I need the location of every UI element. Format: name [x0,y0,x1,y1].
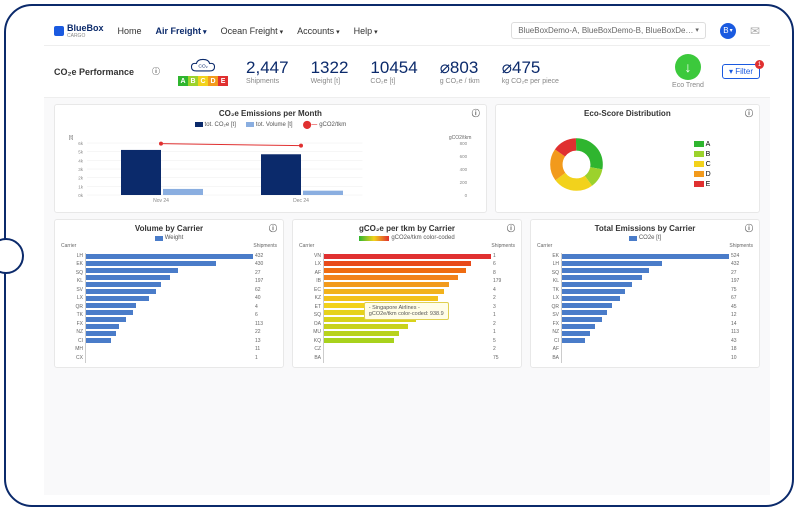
grade-E: E [218,76,228,86]
info-icon[interactable]: ⓘ [745,108,753,119]
grade-A: A [178,76,188,86]
kpi: 2,447Shipments [246,58,289,85]
info-icon[interactable]: ⓘ [507,223,515,234]
card-title: gCO₂e per tkm by Carrier [359,224,455,233]
svg-text:6k: 6k [78,141,84,146]
card-title: Volume by Carrier [135,224,203,233]
kpi-row: CO₂e Performance ⓘ CO₂ ABCDE 2,447Shipme… [44,46,770,98]
grade-B: B [188,76,198,86]
svg-text:[t]: [t] [69,135,74,141]
kpi: 10454CO₂e [t] [370,58,417,85]
volume-chart: CarrierShipmentsLHEKSQKLSVLXQRTKFXNZCIMH… [61,243,277,363]
app-screen: BlueBox CARGO Home Air Freight▾ Ocean Frei… [44,16,770,495]
cloud-icon: CO₂ [189,57,217,75]
volume-by-carrier-card: Volume by Carrierⓘ Weight CarrierShipmen… [54,219,284,368]
svg-text:Nov 24: Nov 24 [153,198,169,203]
svg-text:CO₂: CO₂ [198,64,207,70]
kpi: ⌀475kg CO₂e per piece [502,58,559,85]
brand-logo[interactable]: BlueBox CARGO [54,23,104,39]
filter-badge: 1 [755,60,764,69]
eco-score-card: Eco-Score Distribution ⓘ ABCDE [495,104,760,213]
eco-legend: ABCDE [694,141,711,188]
svg-text:400: 400 [460,167,468,172]
svg-text:4k: 4k [78,158,84,163]
total-chart: CarrierShipmentsEKLHSQKLTKLXQRSVFXNZCIAF… [537,243,753,363]
envelope-icon[interactable]: ✉ [750,24,760,38]
nav-ocean-freight[interactable]: Ocean Freight▾ [221,26,284,36]
grade-strip: ABCDE [178,76,228,86]
svg-text:1k: 1k [78,184,84,189]
grade-D: D [208,76,218,86]
eco-badge: CO₂ ABCDE [178,57,228,86]
info-icon[interactable]: ⓘ [745,223,753,234]
page-title: CO₂e Performance [54,67,134,77]
tooltip: - Singapore Airlines -gCO2e/tkm color-co… [364,302,449,320]
info-icon[interactable]: ⓘ [152,66,160,77]
svg-text:5k: 5k [78,150,84,155]
brand-name: BlueBox [67,23,104,33]
account-selector[interactable]: BlueBoxDemo-A, BlueBoxDemo-B, BlueBoxDe…… [511,22,706,39]
nav-accounts[interactable]: Accounts▾ [297,26,340,36]
avatar[interactable]: B▾ [720,23,736,39]
eco-donut-chart [544,132,609,197]
filter-button[interactable]: ▾ Filter 1 [722,64,760,79]
card-title: Total Emissions by Carrier [595,224,696,233]
total-emissions-card: Total Emissions by Carrierⓘ CO2e [t] Car… [530,219,760,368]
svg-text:200: 200 [460,180,468,185]
dashboard-body: CO₂e Emissions per Month ⓘ tot. CO₂e [t]t… [44,98,770,374]
gco2-per-tkm-card: gCO₂e per tkm by Carrierⓘ gCO2e/tkm colo… [292,219,522,368]
nav-air-freight[interactable]: Air Freight▾ [156,26,207,36]
kpi: 1322Weight [t] [311,58,349,85]
emissions-per-month-card: CO₂e Emissions per Month ⓘ tot. CO₂e [t]t… [54,104,487,213]
svg-text:2k: 2k [78,176,84,181]
nav-help[interactable]: Help▾ [354,26,378,36]
info-icon[interactable]: ⓘ [472,108,480,119]
svg-text:Dec 24: Dec 24 [293,198,309,203]
svg-text:3k: 3k [78,167,84,172]
topbar: BlueBox CARGO Home Air Freight▾ Ocean Frei… [44,16,770,46]
gco2-chart: CarrierShipmentsVNLXAFIBECKZETSQOAMUKQCZ… [299,243,515,363]
account-selector-text: BlueBoxDemo-A, BlueBoxDemo-B, BlueBoxDe… [518,26,693,35]
svg-text:800: 800 [460,141,468,146]
info-icon[interactable]: ⓘ [269,223,277,234]
tablet-home-button[interactable] [0,238,24,274]
card-title: CO₂e Emissions per Month [219,109,322,118]
brand-sub: CARGO [67,33,104,39]
logo-icon [54,26,64,36]
eco-trend[interactable]: ↓ Eco Trend [672,54,704,89]
svg-text:600: 600 [460,154,468,159]
chevron-down-icon: ▾ [695,26,699,35]
svg-text:0k: 0k [78,193,84,198]
tablet-frame: BlueBox CARGO Home Air Freight▾ Ocean Frei… [4,4,794,507]
arrow-down-icon: ↓ [675,54,701,80]
kpi-group: 2,447Shipments 1322Weight [t] 10454CO₂e [t… [246,58,559,85]
grade-C: C [198,76,208,86]
eco-trend-label: Eco Trend [672,82,704,89]
nav-home[interactable]: Home [118,26,142,36]
emissions-chart: [t]gCO2/tkm6k5k4k3k2k1k0k8006004002000No… [61,131,480,203]
emissions-legend: tot. CO₂e [t]tot. Volume [t]⬤─gCO2/tkm [61,120,480,129]
main-nav: Home Air Freight▾ Ocean Freight▾ Accounts▾ H… [118,26,378,36]
card-title: Eco-Score Distribution [584,109,671,118]
kpi: ⌀803g CO₂e / tkm [440,58,480,85]
svg-text:0: 0 [465,193,468,198]
